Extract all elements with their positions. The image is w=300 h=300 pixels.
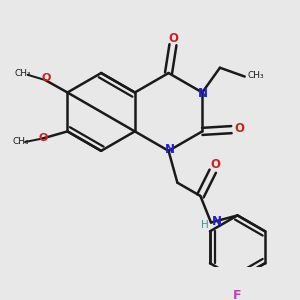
Text: F: F xyxy=(232,290,241,300)
Text: H: H xyxy=(201,220,209,230)
Text: N: N xyxy=(164,143,174,157)
Text: CH₃: CH₃ xyxy=(12,136,29,146)
Text: O: O xyxy=(234,122,244,135)
Text: N: N xyxy=(198,87,208,100)
Text: O: O xyxy=(210,158,220,172)
Text: N: N xyxy=(212,215,222,228)
Text: O: O xyxy=(39,133,48,142)
Text: O: O xyxy=(169,32,179,45)
Text: CH₃: CH₃ xyxy=(15,69,31,78)
Text: O: O xyxy=(41,73,51,83)
Text: CH₃: CH₃ xyxy=(248,71,265,80)
